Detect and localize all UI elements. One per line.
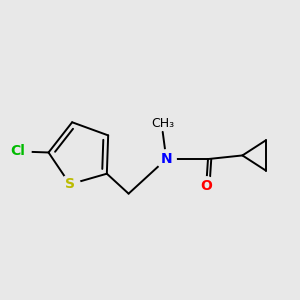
Text: O: O: [200, 179, 212, 193]
Text: N: N: [160, 152, 172, 166]
Text: Cl: Cl: [10, 144, 25, 158]
Text: CH₃: CH₃: [151, 117, 174, 130]
Text: S: S: [65, 177, 75, 191]
